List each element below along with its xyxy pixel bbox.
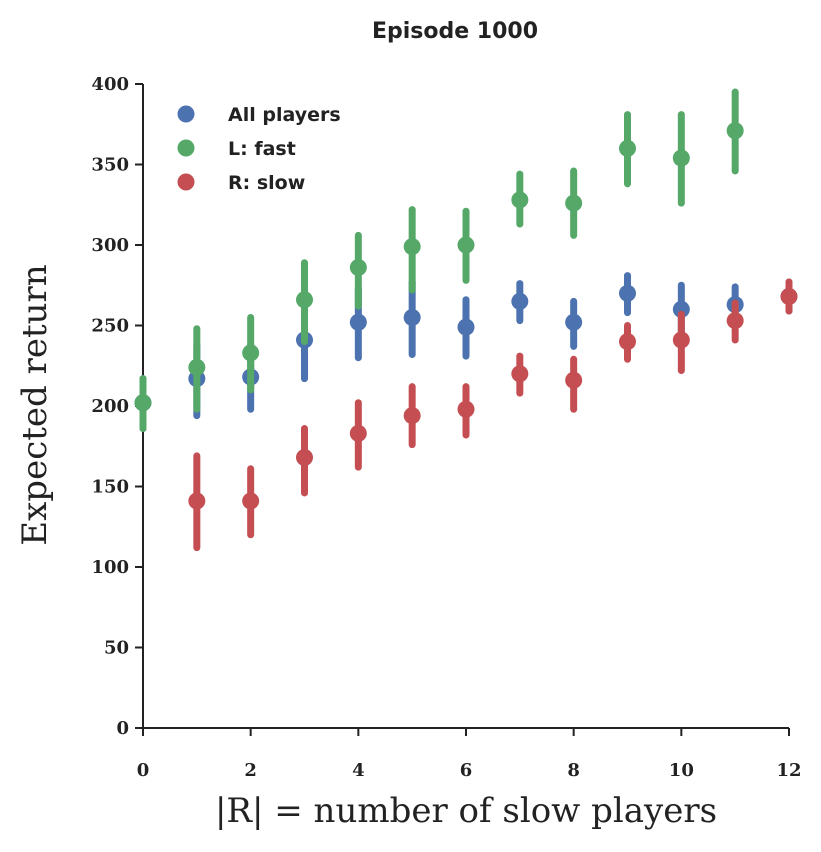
y-tick-label: 350: [91, 155, 129, 176]
y-tick-label: 100: [91, 557, 129, 578]
data-point: [457, 318, 475, 336]
data-point: [672, 331, 690, 349]
data-point: [242, 492, 260, 510]
data-point: [565, 313, 583, 331]
data-point: [403, 407, 421, 425]
data-point: [296, 291, 313, 309]
y-tick-label: 200: [91, 396, 129, 417]
tick-group: 0 50 100 150 200 250 300 350 400 0 2 4 6 8 10 12: [91, 74, 801, 781]
data-point: [780, 288, 798, 306]
data-point: [565, 194, 583, 212]
data-point: [349, 313, 367, 331]
data-point: [457, 400, 475, 418]
y-tick-label: 150: [91, 477, 129, 498]
data-point: [565, 371, 583, 389]
x-tick-label: 8: [567, 760, 580, 781]
y-tick-label: 0: [116, 718, 129, 739]
data-point: [511, 292, 529, 310]
series-3: [188, 278, 798, 552]
x-tick-label: 4: [352, 760, 365, 781]
legend: All players L: fast R: slow: [177, 104, 341, 194]
data-point: [403, 238, 421, 256]
data-point: [349, 424, 367, 442]
y-tick-label: 300: [91, 235, 129, 256]
legend-marker: [177, 173, 195, 191]
x-tick-label: 10: [669, 760, 694, 781]
data-point: [134, 394, 152, 412]
y-axis-label: Expected return: [15, 264, 55, 545]
data-point: [619, 333, 636, 351]
series-layer: [134, 88, 798, 552]
legend-label: L: fast: [228, 138, 296, 160]
data-point: [296, 449, 313, 467]
data-point: [672, 300, 690, 318]
data-point: [511, 365, 529, 383]
x-axis-label: |R| = number of slow players: [215, 791, 717, 831]
legend-marker: [177, 105, 195, 123]
data-point: [672, 149, 690, 167]
data-point: [188, 492, 206, 510]
chart-title: Episode 1000: [372, 19, 538, 44]
y-tick-label: 250: [91, 316, 129, 337]
data-point: [619, 284, 636, 302]
data-point: [403, 308, 421, 326]
data-point: [242, 344, 260, 362]
x-tick-label: 12: [776, 760, 801, 781]
y-tick-label: 50: [104, 638, 129, 659]
legend-label: All players: [228, 104, 341, 126]
data-point: [726, 122, 744, 140]
x-tick-label: 2: [244, 760, 257, 781]
data-point: [511, 191, 529, 209]
data-point: [457, 236, 475, 254]
data-point: [726, 312, 744, 330]
y-tick-label: 400: [91, 74, 129, 95]
x-tick-label: 6: [460, 760, 473, 781]
data-point: [349, 259, 367, 277]
data-point: [188, 358, 206, 376]
legend-marker: [177, 139, 195, 157]
data-point: [619, 139, 636, 157]
series-2: [134, 88, 744, 433]
x-tick-label: 0: [137, 760, 150, 781]
legend-label: R: slow: [228, 172, 305, 194]
